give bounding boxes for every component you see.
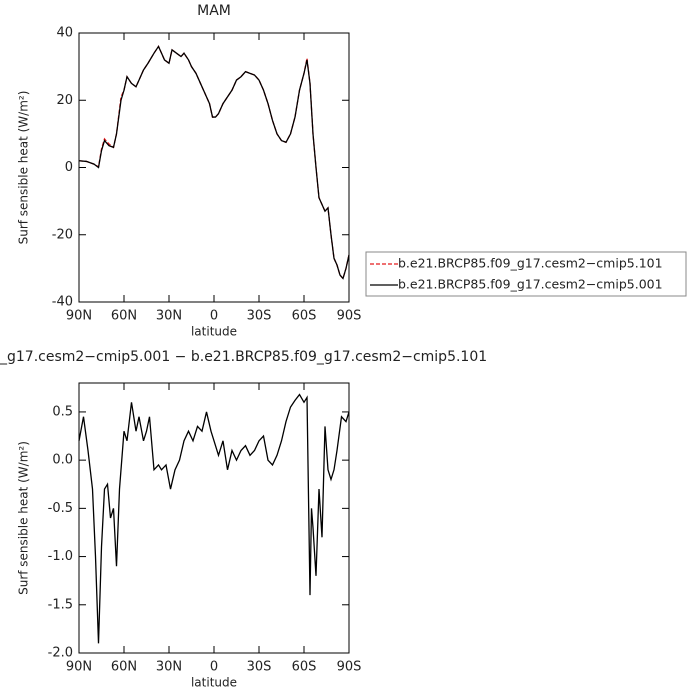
x-tick-label: 90S [337,309,362,324]
legend-label: b.e21.BRCP85.f09_g17.cesm2−cmip5.001 [398,277,663,292]
y-axis-label: Surf sensible heat (W/m²) [17,91,31,245]
legend-label: b.e21.BRCP85.f09_g17.cesm2−cmip5.101 [398,256,663,271]
x-axis-label: latitude [191,676,237,690]
x-tick-label: 30S [247,660,272,675]
x-tick-label: 30S [247,309,272,324]
y-tick-label: 20 [56,93,73,108]
x-tick-label: 60S [292,309,317,324]
legend-box [365,251,687,297]
y-tick-label: -1.0 [48,549,73,564]
x-tick-label: 60N [111,309,137,324]
chart-title: _g17.cesm2−cmip5.001 − b.e21.BRCP85.f09_… [0,349,487,365]
x-tick-label: 90N [66,660,92,675]
data-line [78,45,350,280]
y-tick-label: -2.0 [48,646,73,661]
y-tick-label: 0.5 [52,404,73,419]
y-tick-label: -40 [52,295,73,310]
x-tick-label: 0 [210,660,218,675]
x-tick-label: 30N [156,660,182,675]
x-tick-label: 30N [156,309,182,324]
data-line [78,45,350,280]
y-tick-label: -20 [52,227,73,242]
x-tick-label: 90S [337,660,362,675]
y-tick-label: -0.5 [48,501,73,516]
x-tick-label: 60N [111,660,137,675]
x-tick-label: 90N [66,309,92,324]
y-axis-label: Surf sensible heat (W/m²) [17,441,31,595]
x-tick-label: 60S [292,660,317,675]
y-tick-label: 0 [65,160,73,175]
y-tick-label: -1.5 [48,597,73,612]
chart-title: MAM [197,3,231,19]
y-tick-label: 40 [56,26,73,41]
x-tick-label: 0 [210,309,218,324]
y-tick-label: 0.0 [52,453,73,468]
data-line [78,393,350,644]
x-axis-label: latitude [191,325,237,339]
